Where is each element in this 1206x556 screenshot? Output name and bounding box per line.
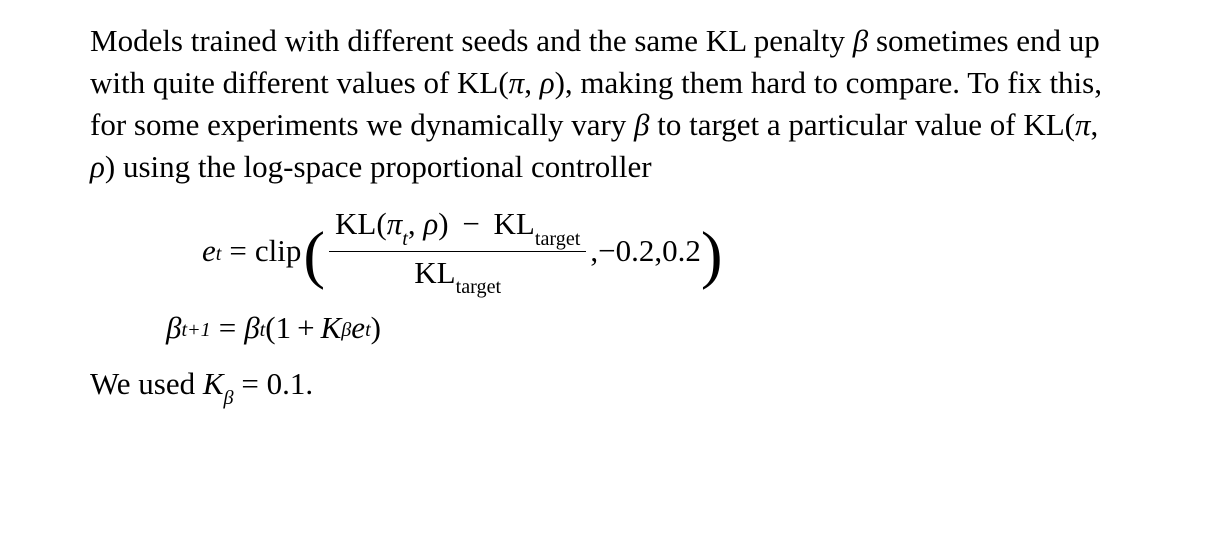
fraction: KL(πt, ρ) − KLtarget KLtarget — [329, 205, 586, 297]
equals-sign: = — [234, 366, 267, 401]
beta-symbol: β — [244, 307, 259, 349]
rparen-small: ) — [438, 206, 448, 241]
sub-tp1: t+1 — [181, 317, 210, 344]
var-e: e — [351, 307, 365, 349]
pi-symbol: π — [387, 206, 403, 241]
text: We used — [90, 366, 203, 401]
sub-t: t — [402, 228, 408, 250]
value: 0.1 — [267, 366, 306, 401]
lparen-small: ( — [376, 206, 386, 241]
kl-op: KL — [494, 206, 535, 241]
beta-symbol: β — [853, 23, 868, 58]
beta-symbol: β — [166, 307, 181, 349]
rho-symbol: ρ — [90, 149, 105, 184]
kl-op: KL — [414, 255, 455, 290]
one: 1 — [276, 307, 292, 349]
equation-beta-update: βt+1 = βt(1+Kβet) — [166, 307, 1116, 349]
text: , — [1091, 107, 1099, 142]
period: . — [305, 366, 313, 401]
equation-block: et = clip ( KL(πt, ρ) − KLtarget KLtarge… — [202, 205, 1116, 349]
paragraph: Models trained with different seeds and … — [90, 20, 1116, 187]
paper-excerpt: Models trained with different seeds and … — [0, 0, 1206, 429]
numerator: KL(πt, ρ) − KLtarget — [329, 205, 586, 248]
equals-sign: = — [219, 307, 236, 349]
rho-symbol: ρ — [423, 206, 438, 241]
clip-fn: clip — [255, 230, 302, 272]
var-K: K — [203, 366, 224, 401]
rparen-small: ) — [371, 307, 381, 349]
sub-beta: β — [341, 317, 351, 344]
sub-target: target — [456, 276, 501, 298]
sub-beta: β — [224, 387, 234, 409]
denominator: KLtarget — [408, 254, 507, 297]
pi-symbol: π — [509, 65, 525, 100]
sub-t: t — [216, 241, 222, 268]
equation-et: et = clip ( KL(πt, ρ) − KLtarget KLtarge… — [202, 205, 1116, 297]
sub-target: target — [535, 228, 580, 250]
text: Models trained with different seeds and … — [90, 23, 853, 58]
text: , — [524, 65, 540, 100]
text: ) using the log-space proportional contr… — [105, 149, 652, 184]
text: to target a particular value of KL( — [650, 107, 1076, 142]
var-K: K — [321, 307, 342, 349]
plus-sign: + — [297, 307, 314, 349]
kl-op: KL — [335, 206, 376, 241]
comma: , — [654, 230, 662, 272]
beta-symbol: β — [634, 107, 649, 142]
clip-hi: 0.2 — [662, 230, 701, 272]
comma: , — [408, 206, 424, 241]
sub-t: t — [260, 317, 266, 344]
sub-t: t — [365, 317, 371, 344]
rho-symbol: ρ — [540, 65, 555, 100]
comma: , — [590, 230, 598, 272]
equals-sign: = — [229, 230, 246, 272]
minus-sign: − — [462, 206, 479, 241]
pi-symbol: π — [1075, 107, 1091, 142]
clip-lo: −0.2 — [598, 230, 654, 272]
fraction-bar — [329, 251, 586, 252]
lparen-small: ( — [265, 307, 275, 349]
tail-paragraph: We used Kβ = 0.1. — [90, 363, 1116, 409]
var-e: e — [202, 230, 216, 272]
